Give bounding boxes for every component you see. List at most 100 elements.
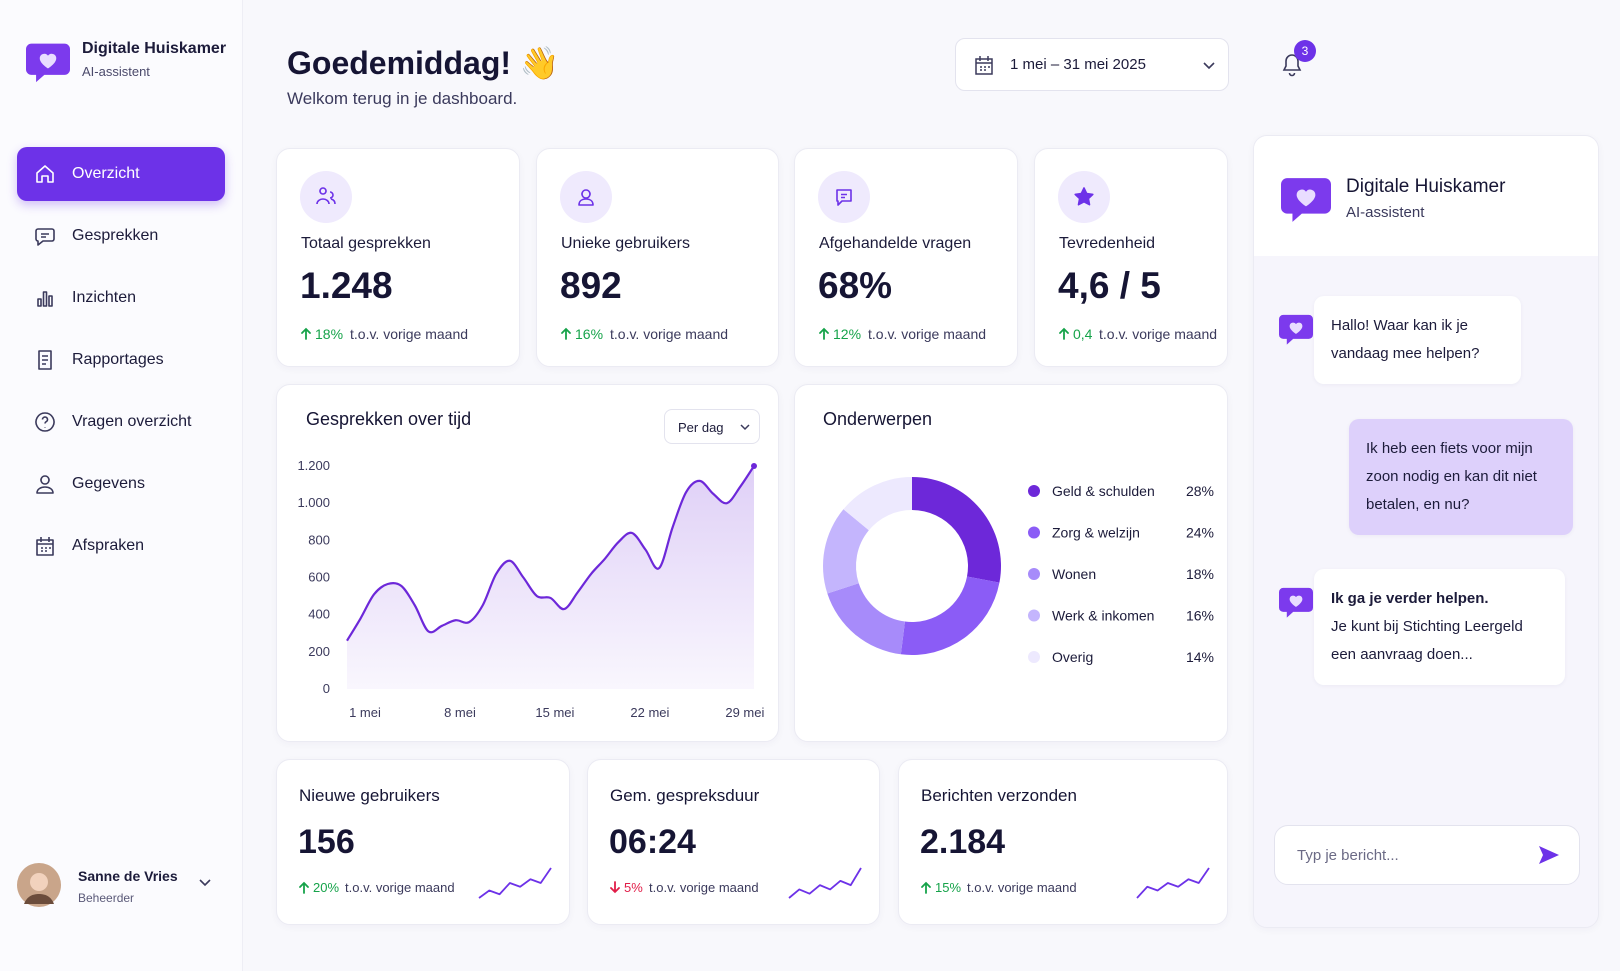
nav-item[interactable]: Gegevens [17,457,225,511]
stat-card: Afgehandelde vragen 68% 12% t.o.v. vorige m… [794,148,1018,367]
logo [1281,178,1331,222]
donut-segment [843,477,912,531]
stat-icon [560,171,612,223]
stat-comparison: t.o.v. vorige maand [610,326,729,342]
chat-input[interactable]: Typ je bericht... [1274,825,1580,885]
summary-label: Berichten verzonden [921,786,1077,805]
legend-value: 28% [1186,483,1214,499]
legend-value: 16% [1186,608,1214,624]
summary-change: 15% [935,880,962,895]
user-avatar [17,863,61,907]
chevron [740,424,750,431]
stat-card: Tevredenheid 4,6 / 5 0,4 t.o.v. vorige maan… [1034,148,1228,367]
message-text: Ik heb een fiets voor mijn zoon nodig en… [1366,440,1537,513]
date-range-picker[interactable]: 1 mei – 31 mei 2025 [955,38,1229,91]
stat-icon [1058,171,1110,223]
stat-card: Totaal gesprekken 1.248 18% t.o.v. vorige m… [276,148,520,367]
stat-label: Tevredenheid [1059,235,1156,252]
calendar-icon [975,56,993,75]
nav-icon-shape [36,165,54,183]
stat-value: 1.248 [300,265,393,306]
send-button[interactable] [1537,844,1561,866]
trend-arrow-shape [561,327,571,340]
stat-change: 16% [575,326,604,342]
nav-label: Vragen overzicht [72,413,192,430]
nav-label: Overzicht [72,165,140,182]
stat-label: Afgehandelde vragen [819,235,972,252]
line-end-dot [751,463,757,469]
chat-title: Digitale Huiskamer [1346,176,1506,197]
donut-segment [912,477,1001,583]
chat-subtitle: AI-assistent [1346,204,1425,221]
stat-change: 0,4 [1073,326,1093,342]
logo-heart [39,53,57,69]
nav-icon [37,291,53,307]
nav-item[interactable]: Rapportages [17,333,225,387]
chevron [1203,62,1215,70]
trend-arrow-shape [299,881,309,894]
trend-arrow [819,327,829,340]
sparkline [478,867,552,899]
avatar-body [24,894,54,904]
nav-icon-shape [36,537,54,556]
trend-arrow [610,881,620,894]
nav-icon [36,475,54,494]
nav-item[interactable]: Inzichten [17,271,225,325]
nav-icon [36,165,54,183]
sparkline-line [478,867,552,899]
nav-label: Gegevens [72,475,145,492]
legend-label: Zorg & welzijn [1052,525,1140,541]
summary-comparison: t.o.v. vorige maand [649,880,759,895]
stat-comparison: t.o.v. vorige maand [350,326,469,342]
user-menu-toggle [199,879,211,887]
nav-icon-shape [38,350,52,370]
logo [26,43,70,83]
stat-icon-bg [300,171,352,223]
x-tick-label: 22 mei [630,705,669,720]
stat-value: 68% [818,265,893,306]
chart-title: Gesprekken over tijd [306,409,472,429]
y-tick-label: 400 [308,607,330,622]
x-tick-label: 29 mei [725,705,764,720]
notification-badge[interactable]: 3 [1294,40,1316,62]
donut-chart-card: Onderwerpen Geld & schulden 28% Zorg & welz… [794,384,1228,742]
logo [1279,587,1313,618]
donut-segment [823,509,869,594]
y-tick-label: 1.000 [297,495,330,510]
summary-label: Gem. gespreksduur [610,786,760,805]
nav-label: Inzichten [72,289,137,306]
stat-value: 892 [560,265,622,306]
stat-icon-shape [836,189,852,206]
logo-heart [1289,595,1303,607]
legend-dot [1028,485,1040,497]
nav-icon-shape [36,475,54,494]
stat-comparison: t.o.v. vorige maand [1099,326,1218,342]
nav-item[interactable]: Afspraken [17,519,225,573]
trend-arrow-shape [610,881,620,894]
sparkline-line [1136,867,1210,899]
sparkline-line [788,867,862,899]
summary-change: 5% [624,880,643,895]
nav-icon [35,228,55,246]
summary-value: 2.184 [920,823,1006,861]
avatar-face [30,873,48,891]
legend-dot [1028,651,1040,663]
brand-subtitle: AI-assistent [82,64,150,79]
nav-item[interactable]: Overzicht [17,147,225,201]
calendar-shape [975,56,993,75]
nav-item[interactable]: Vragen overzicht [17,395,225,449]
greeting: Goedemiddag! 👋 [287,45,560,81]
chart-title: Onderwerpen [823,409,933,429]
x-tick-label: 8 mei [444,705,476,720]
summary-comparison: t.o.v. vorige maand [345,880,455,895]
nav-label: Gesprekken [72,227,159,244]
period-select[interactable]: Per dag [664,409,760,444]
nav-label: Afspraken [72,537,145,554]
logo [1279,314,1313,345]
user-name: Sanne de Vries [78,868,178,884]
summary-change: 20% [313,880,340,895]
stat-icon [300,171,352,223]
legend-dot [1028,526,1040,539]
nav-item[interactable]: Gesprekken [17,209,225,263]
nav-label: Rapportages [72,351,164,368]
